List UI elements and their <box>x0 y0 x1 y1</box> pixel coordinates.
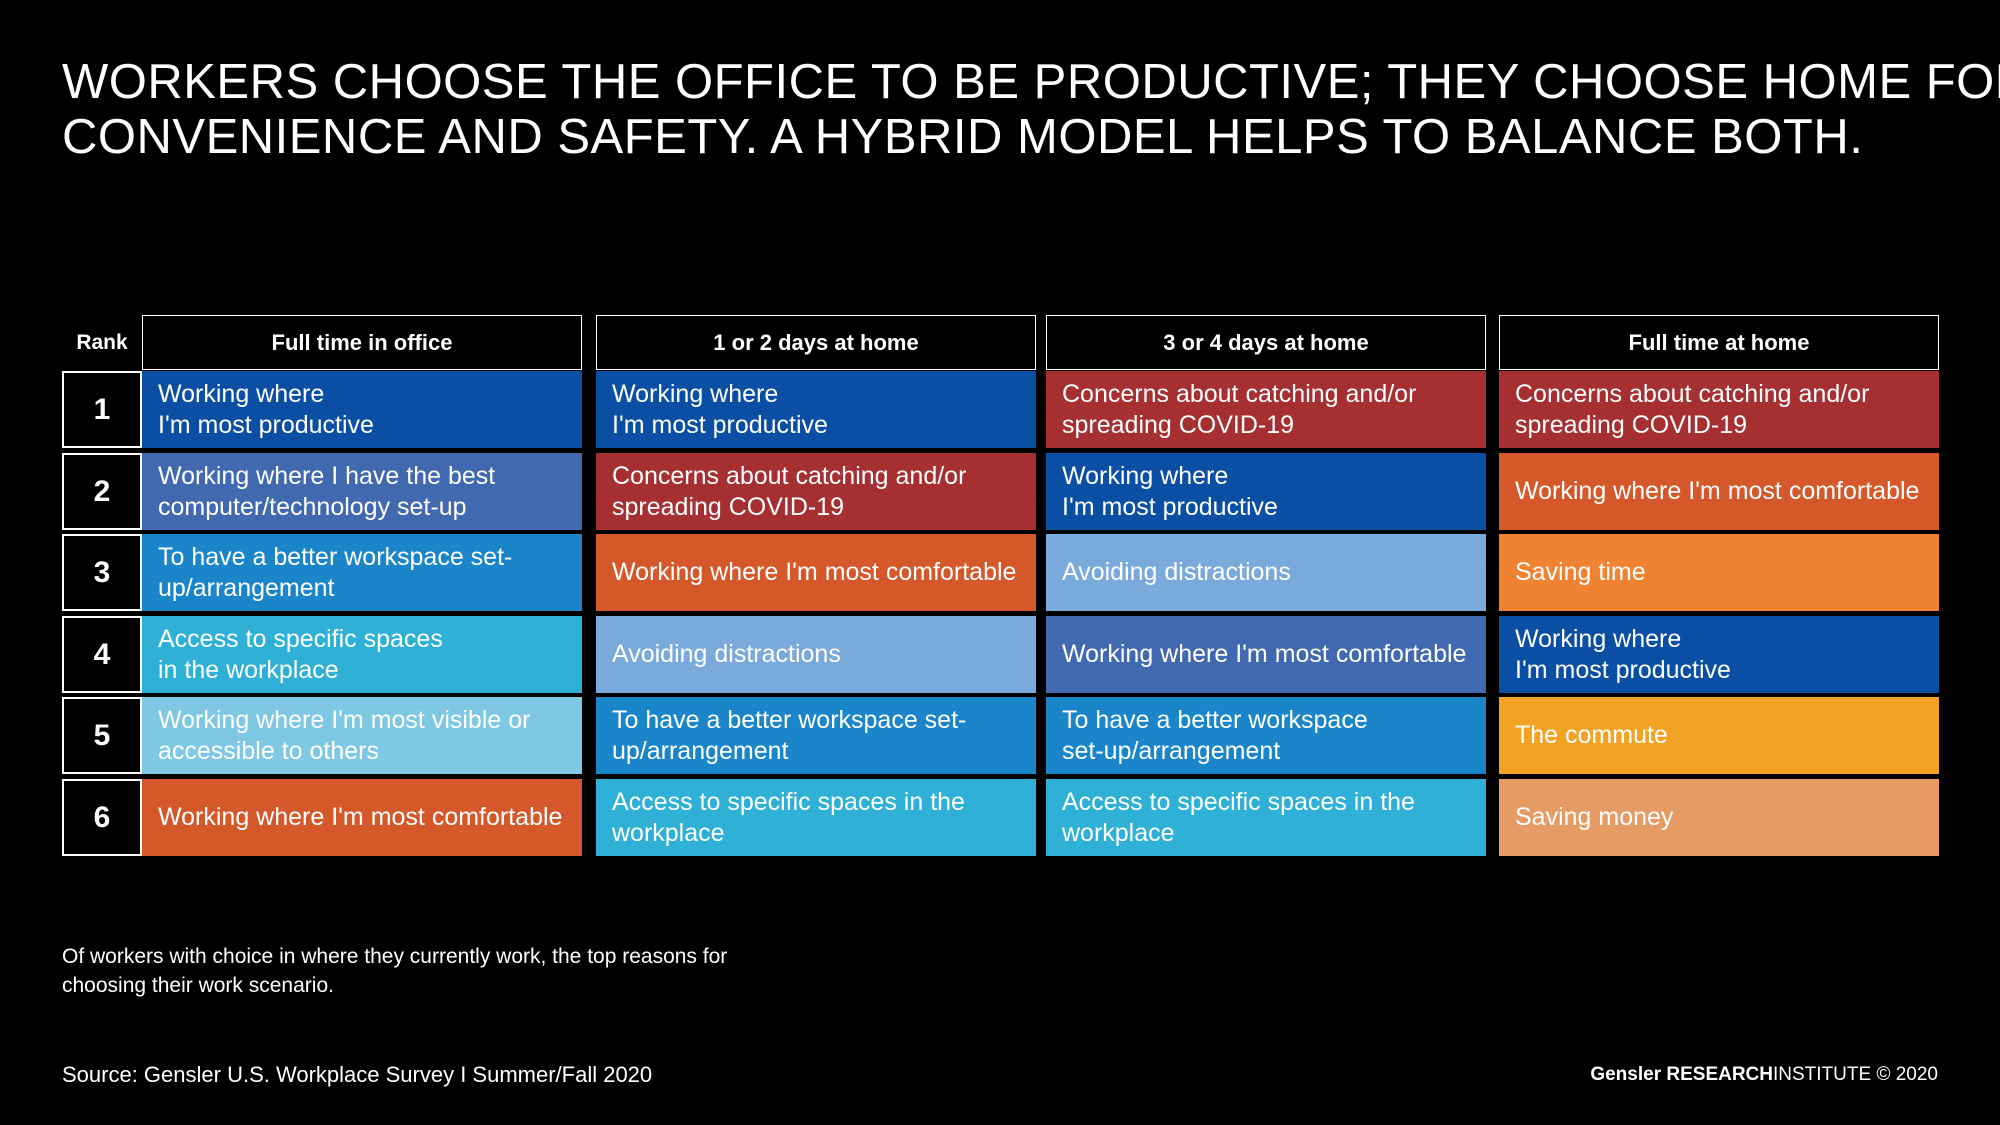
cell-col4-rank3: Saving time <box>1499 534 1939 611</box>
rank-header: Rank <box>76 330 128 354</box>
brand-research: RESEARCH <box>1666 1064 1773 1085</box>
cell-text: The commute <box>1515 721 1668 749</box>
cell-col3-rank5: To have a better workspace set-up/arrang… <box>1046 697 1486 774</box>
cell-text: Working where I'm most productive <box>1062 461 1278 521</box>
cell-text: Saving money <box>1515 803 1674 831</box>
column-header-4: Full time at home <box>1499 315 1939 370</box>
cell-text: Access to specific spaces in the workpla… <box>1062 787 1415 847</box>
cell-text: Working where I'm most comfortable <box>1062 640 1467 668</box>
cell-col1-rank3: To have a better workspace set-up/arrang… <box>142 534 582 611</box>
cell-col3-rank2: Working where I'm most productive <box>1046 453 1486 530</box>
cell-text: Avoiding distractions <box>1062 558 1291 586</box>
cell-text: Working where I'm most comfortable <box>1515 477 1920 505</box>
brand-copyright: © 2020 <box>1876 1064 1938 1085</box>
cell-text: Working where I'm most comfortable <box>612 558 1017 586</box>
rank-4: 4 <box>62 616 142 693</box>
cell-text: Concerns about catching and/or spreading… <box>1062 379 1417 439</box>
cell-col4-rank2: Working where I'm most comfortable <box>1499 453 1939 530</box>
cell-text: Working where I'm most comfortable <box>158 803 563 831</box>
column-header-2: 1 or 2 days at home <box>596 315 1036 370</box>
cell-col4-rank5: The commute <box>1499 697 1939 774</box>
cell-text: Saving time <box>1515 558 1646 586</box>
column-header-3: 3 or 4 days at home <box>1046 315 1486 370</box>
cell-text: Concerns about catching and/or spreading… <box>612 461 967 521</box>
cell-text: Working where I'm most productive <box>612 379 828 439</box>
cell-col4-rank1: Concerns about catching and/or spreading… <box>1499 371 1939 448</box>
title-line-1: WORKERS CHOOSE THE OFFICE TO BE PRODUCTI… <box>62 55 2000 109</box>
cell-text: Avoiding distractions <box>612 640 841 668</box>
cell-col2-rank6: Access to specific spaces in the workpla… <box>596 779 1036 856</box>
cell-col3-rank3: Avoiding distractions <box>1046 534 1486 611</box>
rank-2: 2 <box>62 453 142 530</box>
cell-col1-rank4: Access to specific spaces in the workpla… <box>142 616 582 693</box>
title-line-2: CONVENIENCE AND SAFETY. A HYBRID MODEL H… <box>62 110 1864 164</box>
source-text: Source: Gensler U.S. Workplace Survey I … <box>62 1062 653 1087</box>
cell-col3-rank1: Concerns about catching and/or spreading… <box>1046 371 1486 448</box>
cell-col1-rank1: Working where I'm most productive <box>142 371 582 448</box>
rank-6: 6 <box>62 779 142 856</box>
cell-text: To have a better workspace set-up/arrang… <box>612 705 967 765</box>
cell-text: To have a better workspace set-up/arrang… <box>1062 705 1368 765</box>
rank-3: 3 <box>62 534 142 611</box>
rank-5: 5 <box>62 697 142 774</box>
chart-note: Of workers with choice in where they cur… <box>62 945 728 997</box>
column-header-1: Full time in office <box>142 315 582 370</box>
cell-col4-rank6: Saving money <box>1499 779 1939 856</box>
cell-col2-rank1: Working where I'm most productive <box>596 371 1036 448</box>
cell-col1-rank6: Working where I'm most comfortable <box>142 779 582 856</box>
cell-col2-rank2: Concerns about catching and/or spreading… <box>596 453 1036 530</box>
rank-1: 1 <box>62 371 142 448</box>
page-title: WORKERS CHOOSE THE OFFICE TO BE PRODUCTI… <box>62 55 2000 165</box>
cell-col2-rank3: Working where I'm most comfortable <box>596 534 1036 611</box>
cell-text: Working where I'm most productive <box>1515 624 1731 684</box>
cell-text: Concerns about catching and/or spreading… <box>1515 379 1870 439</box>
cell-col2-rank4: Avoiding distractions <box>596 616 1036 693</box>
cell-col3-rank4: Working where I'm most comfortable <box>1046 616 1486 693</box>
cell-text: Access to specific spaces in the workpla… <box>612 787 965 847</box>
cell-col3-rank6: Access to specific spaces in the workpla… <box>1046 779 1486 856</box>
cell-col1-rank5: Working where I'm most visible or access… <box>142 697 582 774</box>
cell-col4-rank4: Working where I'm most productive <box>1499 616 1939 693</box>
cell-text: To have a better workspace set-up/arrang… <box>158 542 513 602</box>
cell-text: Working where I'm most visible or access… <box>158 705 531 765</box>
cell-text: Working where I have the best computer/t… <box>158 461 496 521</box>
cell-col1-rank2: Working where I have the best computer/t… <box>142 453 582 530</box>
brand-institute: INSTITUTE <box>1773 1064 1872 1085</box>
brand-credit: Gensler RESEARCHINSTITUTE © 2020 <box>1590 1064 1938 1086</box>
cell-text: Access to specific spaces in the workpla… <box>158 624 443 684</box>
cell-col2-rank5: To have a better workspace set-up/arrang… <box>596 697 1036 774</box>
brand-gensler: Gensler <box>1590 1064 1662 1085</box>
cell-text: Working where I'm most productive <box>158 379 374 439</box>
